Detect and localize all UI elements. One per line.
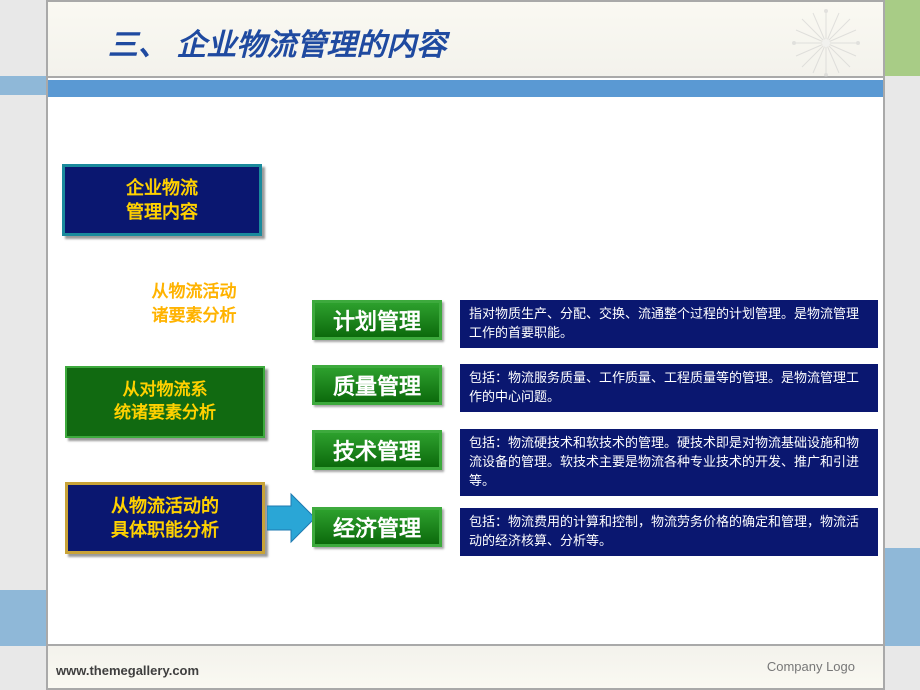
footer: www.themegallery.com Company Logo (48, 644, 883, 688)
starburst-icon (791, 8, 861, 78)
header: 三、 企业物流管理的内容 (48, 2, 883, 78)
root-line2: 管理内容 (126, 200, 198, 224)
footer-logo: Company Logo (767, 659, 855, 674)
arrow-icon (267, 492, 317, 544)
left-item-1: 从对物流系 统诸要素分析 (65, 366, 265, 438)
left-item-2-l1: 从物流活动的 (111, 494, 219, 518)
mgmt-desc-1: 包括：物流服务质量、工作质量、工程质量等的管理。是物流管理工作的中心问题。 (460, 364, 878, 412)
left-item-0-l1: 从物流活动 (114, 280, 274, 304)
left-item-2: 从物流活动的 具体职能分析 (65, 482, 265, 554)
mgmt-btn-0: 计划管理 (312, 300, 442, 340)
deco-right-bottom (885, 548, 920, 646)
root-line1: 企业物流 (126, 176, 198, 200)
mgmt-desc-2: 包括：物流硬技术和软技术的管理。硬技术即是对物流基础设施和物流设备的管理。软技术… (460, 429, 878, 496)
root-box: 企业物流 管理内容 (62, 164, 262, 236)
left-item-1-l2: 统诸要素分析 (114, 402, 216, 425)
mgmt-btn-3: 经济管理 (312, 507, 442, 547)
mgmt-desc-3: 包括：物流费用的计算和控制，物流劳务价格的确定和管理，物流活动的经济核算、分析等… (460, 508, 878, 556)
left-item-0-l2: 诸要素分析 (114, 304, 274, 328)
header-strip (48, 80, 883, 97)
footer-url: www.themegallery.com (56, 663, 199, 678)
left-item-1-l1: 从对物流系 (114, 379, 216, 402)
deco-right-top (885, 0, 920, 76)
slide-title: 三、 企业物流管理的内容 (108, 20, 446, 64)
slide: 三、 企业物流管理的内容 企业物 (46, 0, 885, 690)
mgmt-desc-0: 指对物质生产、分配、交换、流通整个过程的计划管理。是物流管理工作的首要职能。 (460, 300, 878, 348)
mgmt-btn-2: 技术管理 (312, 430, 442, 470)
deco-left-bottom (0, 590, 46, 646)
left-item-2-l2: 具体职能分析 (111, 518, 219, 542)
page: 三、 企业物流管理的内容 企业物 (0, 0, 920, 690)
deco-left-top (0, 76, 46, 95)
mgmt-btn-1: 质量管理 (312, 365, 442, 405)
left-item-0: 从物流活动 诸要素分析 (114, 280, 274, 328)
